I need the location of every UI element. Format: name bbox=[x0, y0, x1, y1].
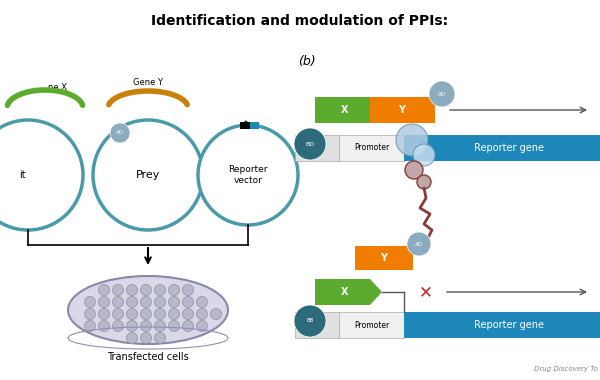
Circle shape bbox=[113, 296, 124, 307]
Circle shape bbox=[211, 309, 221, 320]
Circle shape bbox=[127, 309, 137, 320]
Text: Gene Y: Gene Y bbox=[133, 78, 163, 87]
Circle shape bbox=[182, 285, 193, 296]
Circle shape bbox=[417, 175, 431, 189]
Circle shape bbox=[197, 309, 208, 320]
Circle shape bbox=[98, 285, 110, 296]
Circle shape bbox=[85, 309, 95, 320]
Circle shape bbox=[113, 309, 124, 320]
Circle shape bbox=[155, 296, 166, 307]
Circle shape bbox=[140, 296, 151, 307]
Bar bbox=[295, 135, 339, 161]
Circle shape bbox=[127, 285, 137, 296]
Text: Identification and modulation of PPIs:: Identification and modulation of PPIs: bbox=[151, 14, 449, 28]
Circle shape bbox=[182, 309, 193, 320]
Text: (b): (b) bbox=[298, 55, 316, 68]
Circle shape bbox=[294, 128, 326, 160]
Text: ✕: ✕ bbox=[419, 283, 433, 301]
Circle shape bbox=[113, 285, 124, 296]
Text: UAS: UAS bbox=[309, 320, 325, 329]
Bar bbox=[240, 122, 250, 129]
Circle shape bbox=[396, 124, 428, 156]
Text: Transfected cells: Transfected cells bbox=[107, 352, 189, 362]
Circle shape bbox=[140, 320, 151, 331]
Circle shape bbox=[198, 125, 298, 225]
Circle shape bbox=[85, 296, 95, 307]
Circle shape bbox=[169, 296, 179, 307]
Text: Reporter gene: Reporter gene bbox=[474, 320, 544, 330]
Text: Prey: Prey bbox=[136, 170, 160, 180]
Bar bbox=[339, 312, 404, 338]
Text: (i): (i) bbox=[298, 143, 308, 153]
Circle shape bbox=[182, 296, 193, 307]
Bar bbox=[315, 97, 370, 123]
Bar bbox=[295, 312, 339, 338]
Circle shape bbox=[155, 320, 166, 331]
Text: BB: BB bbox=[307, 318, 314, 323]
Text: Reporter
vector: Reporter vector bbox=[228, 165, 268, 185]
Bar bbox=[404, 312, 600, 338]
Circle shape bbox=[405, 161, 423, 179]
Text: Drug Discovery To: Drug Discovery To bbox=[534, 366, 598, 372]
Text: it: it bbox=[19, 170, 25, 180]
Circle shape bbox=[413, 144, 435, 166]
Circle shape bbox=[127, 320, 137, 331]
Circle shape bbox=[182, 320, 193, 331]
Text: X: X bbox=[341, 287, 349, 297]
Circle shape bbox=[169, 285, 179, 296]
Circle shape bbox=[197, 296, 208, 307]
Circle shape bbox=[169, 309, 179, 320]
Circle shape bbox=[0, 120, 83, 230]
Text: Reporter gene: Reporter gene bbox=[474, 143, 544, 153]
Circle shape bbox=[98, 296, 110, 307]
Circle shape bbox=[155, 285, 166, 296]
Text: Y: Y bbox=[398, 105, 406, 115]
Bar bbox=[315, 279, 370, 305]
Text: (ii): (ii) bbox=[298, 320, 311, 330]
Circle shape bbox=[127, 332, 137, 344]
Circle shape bbox=[294, 305, 326, 337]
FancyArrow shape bbox=[370, 279, 382, 305]
Circle shape bbox=[93, 120, 203, 230]
Circle shape bbox=[127, 296, 137, 307]
Circle shape bbox=[85, 320, 95, 331]
Circle shape bbox=[113, 320, 124, 331]
FancyArrow shape bbox=[370, 97, 382, 123]
Bar bbox=[370, 97, 435, 123]
Circle shape bbox=[110, 123, 130, 143]
Text: X: X bbox=[341, 105, 349, 115]
Ellipse shape bbox=[68, 276, 228, 344]
Circle shape bbox=[407, 232, 431, 256]
Circle shape bbox=[169, 320, 179, 331]
Circle shape bbox=[98, 320, 110, 331]
Bar bbox=[339, 135, 404, 161]
Text: ne X: ne X bbox=[48, 83, 67, 92]
Circle shape bbox=[155, 309, 166, 320]
Circle shape bbox=[140, 309, 151, 320]
Circle shape bbox=[140, 285, 151, 296]
Text: AD: AD bbox=[415, 242, 423, 247]
Bar bbox=[355, 246, 413, 270]
Text: AD: AD bbox=[116, 130, 124, 136]
Text: Y: Y bbox=[380, 253, 388, 263]
Circle shape bbox=[429, 81, 455, 107]
Text: AD: AD bbox=[438, 92, 446, 97]
Bar bbox=[250, 122, 259, 129]
Text: BD: BD bbox=[305, 141, 314, 147]
Bar bbox=[404, 135, 600, 161]
Circle shape bbox=[140, 332, 151, 344]
Circle shape bbox=[197, 320, 208, 331]
Text: UAS: UAS bbox=[309, 144, 325, 152]
Text: Promoter: Promoter bbox=[354, 144, 389, 152]
Circle shape bbox=[98, 309, 110, 320]
Circle shape bbox=[155, 332, 166, 344]
Text: Promoter: Promoter bbox=[354, 320, 389, 329]
